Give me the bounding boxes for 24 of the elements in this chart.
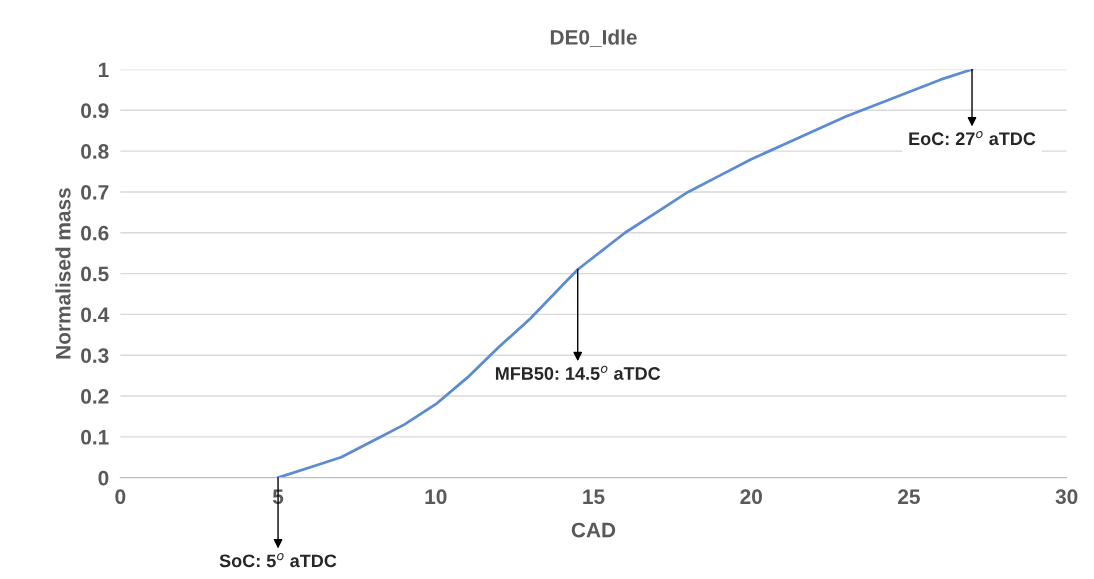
x-tick-label: 10 [425, 489, 447, 505]
y-tick-label: 0.8 [81, 144, 109, 159]
x-axis-title: CAD [571, 522, 616, 538]
x-tick-label: 15 [583, 489, 605, 505]
x-tick-label: 30 [1055, 489, 1078, 505]
chart-title: DE0_Idle [550, 29, 637, 48]
x-tick-label: 25 [898, 489, 920, 505]
annotation: MFB50: 14.5$^{o}$ aTDC [495, 365, 661, 380]
annotation: SoC: 5$^{o}$ aTDC [219, 553, 337, 568]
x-tick-label: 20 [740, 489, 762, 505]
y-axis-title: Normalised mass [55, 188, 71, 359]
y-tick-label: 0.5 [81, 266, 109, 282]
y-tick-label: 0.9 [81, 103, 109, 119]
y-tick-label: 0.4 [81, 307, 110, 323]
y-tick-label: 0.3 [81, 348, 109, 363]
y-tick-label: 0.6 [81, 225, 109, 241]
y-tick-label: 0.7 [81, 184, 109, 200]
line-series [276, 69, 974, 478]
annotation: EoC: 27$^{o}$ aTDC [909, 130, 1036, 146]
y-tick-label: 1 [98, 62, 109, 78]
y-tick-label: 0.1 [81, 429, 109, 445]
x-tick-label: 0 [115, 489, 126, 505]
y-tick-label: 0.2 [81, 389, 109, 404]
y-tick-label: 0 [98, 470, 109, 486]
